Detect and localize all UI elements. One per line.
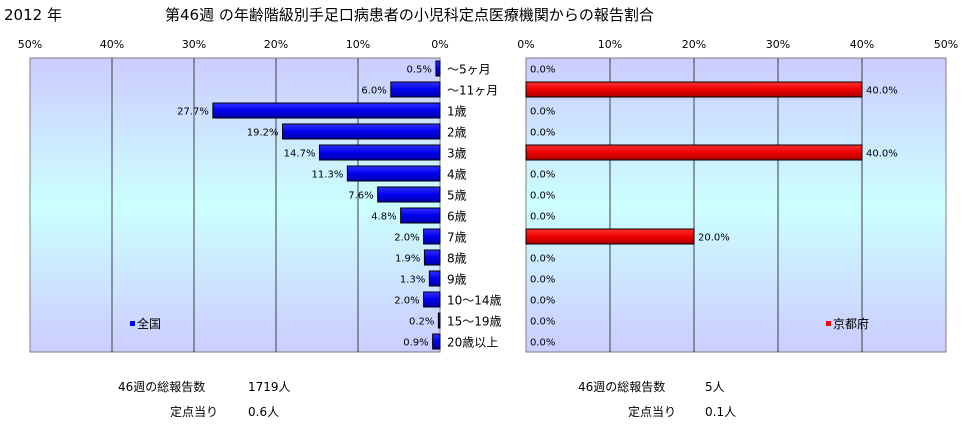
category-labels: ～5ヶ月 ～11ヶ月 1歳 2歳 3歳 4歳 5歳 6歳 7歳 8歳 9歳 10～14歳 15～19歳 2… [447,63,502,350]
category-label: 4歳 [447,168,467,182]
category-label: 10～14歳 [447,294,502,308]
legend-label: 京都府 [833,316,869,331]
tick-label: 30% [182,38,206,51]
bar [390,81,441,98]
bar [318,144,441,161]
plot-area [29,57,441,353]
data-label: 0.0% [530,191,555,202]
tick-label: 0% [517,38,534,51]
data-label: 20.0% [698,233,730,244]
bar [437,312,441,329]
bar [428,270,441,287]
data-label: 0.0% [530,296,555,307]
data-label: 0.0% [530,317,555,328]
bar [400,207,441,224]
tick-label: 20% [264,38,288,51]
data-label: 0.0% [530,170,555,181]
bar [423,291,441,308]
plot-area [525,57,947,353]
data-label: 40.0% [866,149,898,160]
data-label: 0.0% [530,107,555,118]
kyoto-per-site-label: 定点当り [628,405,677,419]
data-label: 0.5% [406,65,431,76]
tick-label: 40% [100,38,124,51]
tick-label: 50% [934,38,958,51]
bar [423,228,441,245]
data-label: 0.0% [530,254,555,265]
data-label: 11.3% [312,170,344,181]
category-label: 6歳 [447,210,467,224]
tick-label: 30% [766,38,790,51]
tick-label: 50% [18,38,42,51]
data-label: 0.0% [530,212,555,223]
bar [432,333,441,350]
year-label: 2012 年 [4,6,62,24]
kyoto-per-site-value: 0.1人 [705,405,737,419]
category-label: 3歳 [447,147,467,161]
category-label: 5歳 [447,189,467,203]
tick-label: 0% [431,38,448,51]
category-label: 8歳 [447,252,467,266]
tick-label: 40% [850,38,874,51]
kyoto-panel: 0% 10% 20% 30% 40% 50% 0.0% 40.0% 0.0% 0.0% 40.0% 0… [517,38,958,353]
data-label: 2.0% [394,233,419,244]
data-label: 0.2% [409,317,434,328]
data-label: 27.7% [177,107,209,118]
bar [435,60,441,77]
category-label: 2歳 [447,126,467,140]
legend-label: 全国 [137,316,161,331]
data-label: 6.0% [361,86,386,97]
category-label: 20歳以上 [447,336,498,350]
chart-title: 第46週 の年齢階級別手足口病患者の小児科定点医療機関からの報告割合 [165,6,654,24]
data-label: 0.0% [530,65,555,76]
bar [282,123,441,140]
national-per-site-label: 定点当り [170,405,219,419]
national-total-label: 46週の総報告数 [118,380,206,394]
data-label: 4.8% [371,212,396,223]
data-label: 19.2% [247,128,279,139]
tick-label: 10% [598,38,622,51]
kyoto-total-value: 5人 [705,380,725,394]
category-label: ～11ヶ月 [447,84,498,98]
legend-swatch [130,321,135,326]
national-per-site-value: 0.6人 [248,405,280,419]
bar [525,228,695,245]
category-label: 1歳 [447,105,467,119]
national-panel: 0% 10% 20% 30% 40% 50% 0.5% 6.0% 27.7% 19.2% 14.7%… [18,38,449,353]
category-label: ～5ヶ月 [447,63,491,77]
tick-label: 10% [346,38,370,51]
data-label: 0.9% [403,338,428,349]
legend-swatch [826,321,831,326]
bar [423,249,441,266]
bar [525,81,863,98]
bar [212,102,441,119]
data-label: 1.3% [400,275,425,286]
data-label: 14.7% [284,149,316,160]
data-label: 0.0% [530,128,555,139]
data-label: 1.9% [395,254,420,265]
data-label: 0.0% [530,275,555,286]
data-label: 2.0% [394,296,419,307]
bar [525,144,863,161]
tick-label: 20% [682,38,706,51]
category-label: 9歳 [447,273,467,287]
category-label: 15～19歳 [447,315,502,329]
data-label: 7.6% [348,191,373,202]
national-total-value: 1719人 [248,380,291,394]
data-label: 0.0% [530,338,555,349]
bar [346,165,441,182]
kyoto-total-label: 46週の総報告数 [578,380,666,394]
bar [377,186,441,203]
data-label: 40.0% [866,86,898,97]
category-label: 7歳 [447,231,467,245]
